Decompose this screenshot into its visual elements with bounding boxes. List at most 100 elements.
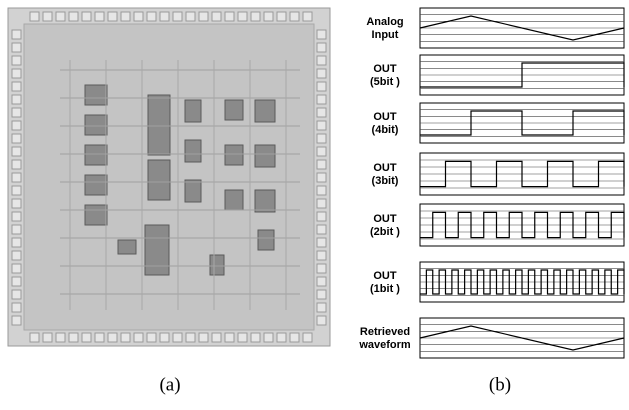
bond-pad [317,121,326,130]
bond-pad [134,12,143,21]
bond-pad [317,212,326,221]
panel-label: Input [372,29,399,41]
bond-pad [317,225,326,234]
circuit-block [85,205,107,225]
bond-pad [317,199,326,208]
circuit-block [85,85,107,105]
bond-pad [290,333,299,342]
bond-pad [186,12,195,21]
panel-label: (1bit ) [370,283,400,295]
bond-pad [30,12,39,21]
circuit-block [258,230,274,250]
bond-pad [317,160,326,169]
circuit-block [85,175,107,195]
circuit-block [210,255,224,275]
circuit-block [225,190,243,210]
bond-pad [82,333,91,342]
bond-pad [317,82,326,91]
bond-pad [12,238,21,247]
bond-pad [317,251,326,260]
circuit-block [148,95,170,155]
bond-pad [317,108,326,117]
bond-pad [251,333,260,342]
bond-pad [12,251,21,260]
bond-pad [317,277,326,286]
bond-pad [303,333,312,342]
panel-label: Analog [366,16,403,28]
panel-label: OUT [373,213,397,225]
bond-pad [12,108,21,117]
bond-pad [147,12,156,21]
bond-pad [12,303,21,312]
circuit-block [148,160,170,200]
bond-pad [95,12,104,21]
bond-pad [95,333,104,342]
circuit-block [255,190,275,212]
bond-pad [12,43,21,52]
bond-pad [303,12,312,21]
bond-pad [108,333,117,342]
bond-pad [317,290,326,299]
bond-pad [12,56,21,65]
caption-b: (b) [489,374,511,395]
bond-pad [317,95,326,104]
panel-label: (2bit ) [370,226,400,238]
panel-label: OUT [373,162,397,174]
page: (a) (b) AnalogInputOUT(5bit )OUT(4bit)OU… [0,0,629,405]
bond-pad [264,12,273,21]
bond-pad [317,134,326,143]
bond-pad [134,333,143,342]
panel-label: OUT [373,270,397,282]
bond-pad [186,333,195,342]
bond-pad [12,199,21,208]
bond-pad [238,12,247,21]
bond-pad [212,12,221,21]
bond-pad [173,12,182,21]
circuit-block [185,180,201,202]
bond-pad [43,333,52,342]
bond-pad [317,30,326,39]
bond-pad [147,333,156,342]
circuit-block [225,145,243,165]
bond-pad [199,333,208,342]
bond-pad [12,316,21,325]
bond-pad [317,173,326,182]
bond-pad [121,12,130,21]
bond-pad [56,333,65,342]
bond-pad [173,333,182,342]
bond-pad [12,264,21,273]
panel-label: (4bit) [372,124,399,136]
bond-pad [277,333,286,342]
bond-pad [12,147,21,156]
bond-pad [317,316,326,325]
bond-pad [317,238,326,247]
circuit-block [118,240,136,254]
bond-pad [317,186,326,195]
bond-pad [12,225,21,234]
circuit-block [225,100,243,120]
bond-pad [277,12,286,21]
bond-pad [317,43,326,52]
bond-pad [12,277,21,286]
circuit-block [185,140,201,162]
bond-pad [317,303,326,312]
circuit-block [85,115,107,135]
panel-label: waveform [358,339,411,351]
figure: (a) (b) AnalogInputOUT(5bit )OUT(4bit)OU… [0,0,629,405]
bond-pad [30,333,39,342]
bond-pad [317,69,326,78]
bond-pad [12,134,21,143]
bond-pad [12,95,21,104]
bond-pad [238,333,247,342]
panel-label: (5bit ) [370,76,400,88]
panel-label: (3bit) [372,175,399,187]
bond-pad [225,333,234,342]
bond-pad [251,12,260,21]
caption-a: (a) [159,374,180,395]
bond-pad [12,186,21,195]
bond-pad [69,12,78,21]
bond-pad [12,30,21,39]
bond-pad [317,147,326,156]
panel-label: OUT [373,111,397,123]
circuit-block [85,145,107,165]
